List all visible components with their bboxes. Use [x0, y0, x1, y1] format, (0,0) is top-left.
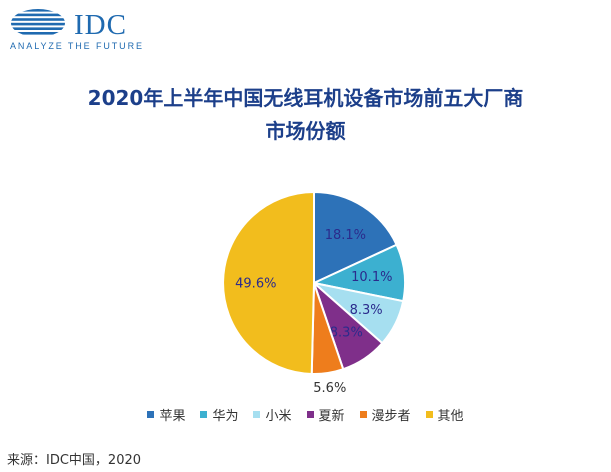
chart-title-line-2: 市场份额	[265, 119, 346, 143]
slice-label-2: 8.3%	[350, 303, 383, 318]
pie-slice-5	[222, 190, 315, 375]
legend-item-3: 夏新	[306, 405, 345, 424]
legend-swatch-3	[306, 411, 314, 418]
slice-label-5: 49.6%	[235, 276, 276, 291]
legend-swatch-4	[359, 411, 367, 418]
slice-label-4: 5.6%	[313, 381, 346, 396]
logo-wordmark: IDC	[74, 9, 127, 41]
legend-swatch-2	[253, 411, 261, 418]
chart-legend: 苹果 华为 小米 夏新 漫步者 其他	[0, 405, 611, 424]
legend-label-0: 苹果	[159, 409, 186, 424]
legend-item-5: 其他	[425, 405, 464, 424]
legend-label-4: 漫步者	[371, 409, 411, 424]
legend-item-2: 小米	[253, 405, 292, 424]
legend-label-3: 夏新	[318, 409, 345, 424]
legend-label-1: 华为	[212, 409, 239, 424]
idc-logo: IDC ANALYZE THE FUTURE	[10, 8, 150, 53]
legend-swatch-5	[425, 411, 433, 418]
chart-title-line-1: 2020年上半年中国无线耳机设备市场前五大厂商	[87, 86, 524, 110]
legend-item-1: 华为	[200, 405, 238, 424]
legend-item-0: 苹果	[147, 405, 185, 424]
logo-tagline: ANALYZE THE FUTURE	[10, 41, 144, 51]
legend-swatch-0	[147, 411, 155, 418]
source-note: 来源：IDC中国，2020	[7, 453, 142, 468]
legend-label-5: 其他	[437, 409, 464, 424]
pie-slice-0	[313, 190, 398, 285]
slice-label-1: 10.1%	[351, 270, 392, 285]
legend-label-2: 小米	[265, 409, 292, 424]
legend-swatch-1	[200, 411, 208, 418]
globe-icon	[11, 9, 65, 35]
slice-label-0: 18.1%	[325, 228, 366, 243]
slice-label-3: 8.3%	[330, 326, 363, 341]
legend-item-4: 漫步者	[359, 405, 411, 424]
